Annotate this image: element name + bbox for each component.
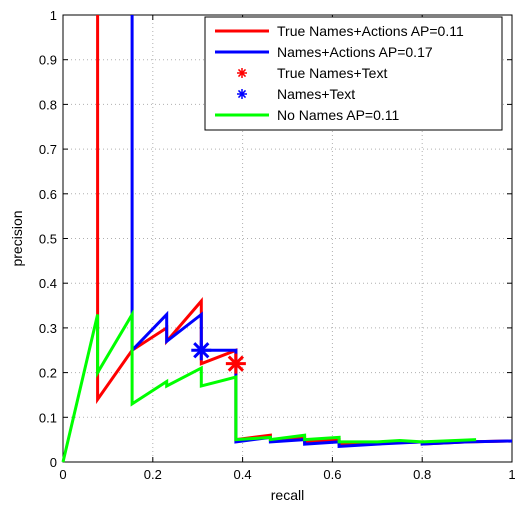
y-tick-label: 0.2 [39,366,57,381]
series-marker-2 [225,353,246,374]
y-tick-label: 0.8 [39,97,57,112]
legend-label-4: No Names AP=0.11 [277,107,400,123]
y-tick-label: 1 [50,8,57,23]
legend-swatch-2 [237,68,247,78]
y-tick-label: 0 [50,455,57,470]
legend-box [204,16,503,131]
y-tick-label: 0.7 [39,142,57,157]
y-tick-label: 0.9 [39,53,57,68]
y-axis-label: precision [9,210,25,266]
series-layer [61,15,513,463]
y-tick-label: 0.6 [39,187,57,202]
y-tick-label: 0.1 [39,410,57,425]
tick-labels: 0 0.2 0.4 0.6 0.8 1 0 0.1 0.2 0.3 0.4 0.5 0.6 0.7 0.8 0… [39,8,515,482]
x-tick-label: 0.4 [234,467,252,482]
legend-label-2: True Names+Text [277,65,387,81]
y-tick-label: 0.4 [39,276,57,291]
legend-label-0: True Names+Actions AP=0.11 [277,23,464,39]
legend-label-3: Names+Text [277,86,355,102]
x-axis-label: recall [271,487,304,503]
y-tick-label: 0.5 [39,232,57,247]
series-line-4 [61,309,477,463]
y-tick-label: 0.3 [39,321,57,336]
x-tick-label: 1 [508,467,515,482]
legend-swatch-3 [237,89,247,99]
legend: True Names+Actions AP=0.11 Names+Actions … [204,16,503,131]
x-tick-label: 0.8 [413,467,431,482]
legend-label-1: Names+Actions AP=0.17 [277,44,433,60]
x-tick-label: 0.6 [323,467,341,482]
series-marker-3 [191,340,212,361]
x-tick-label: 0 [59,467,66,482]
x-tick-label: 0.2 [144,467,162,482]
